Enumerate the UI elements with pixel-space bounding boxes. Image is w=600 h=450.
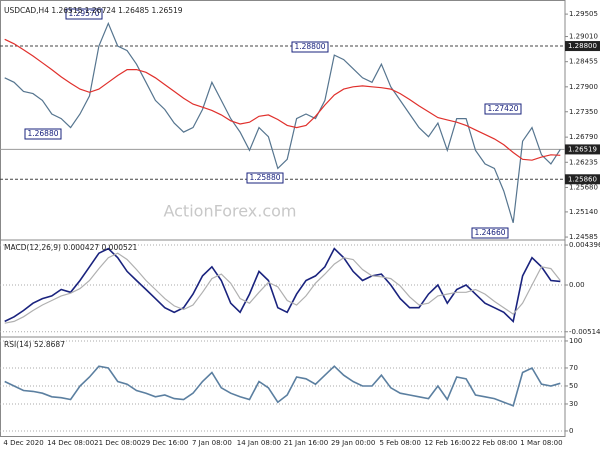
- y-tick-label: 1.29505: [569, 10, 598, 18]
- y-tick-label: 1.26790: [569, 133, 598, 141]
- level-box: [565, 41, 600, 52]
- series-line: [4, 252, 561, 324]
- x-tick-label: 5 Feb 08:00: [379, 439, 420, 447]
- level-label: 1.28800: [568, 42, 597, 50]
- watermark: ActionForex.com: [163, 202, 296, 221]
- annotation-box: [484, 103, 522, 115]
- x-tick-label: 22 Feb 08:00: [471, 439, 517, 447]
- annotation-label: 1.26880: [27, 129, 58, 138]
- annotation-label: 1.29570: [68, 9, 99, 18]
- y-tick-label: 0.00: [569, 281, 585, 289]
- annotation-box: [471, 227, 509, 239]
- annotation-box: [246, 172, 284, 184]
- series-line: [4, 21, 561, 223]
- x-tick-label: 21 Dec 08:00: [94, 439, 141, 447]
- x-tick-label: 29 Jan 00:00: [331, 439, 375, 447]
- y-tick-label: 1.28455: [569, 58, 598, 66]
- panel-title: RSI(14) 52.8687: [4, 340, 65, 349]
- annotation-label: 1.27420: [487, 104, 518, 113]
- x-tick-label: 14 Jan 08:00: [237, 439, 281, 447]
- level-box: [565, 144, 600, 155]
- x-tick-label: 29 Dec 16:00: [141, 439, 188, 447]
- level-box: [565, 174, 600, 185]
- x-tick-label: 12 Feb 16:00: [424, 439, 470, 447]
- y-tick-label: 30: [569, 400, 578, 408]
- annotation-box: [24, 128, 62, 140]
- x-tick-label: 1 Mar 08:00: [520, 439, 562, 447]
- panel-title: MACD(12,26,9) 0.000427 0.000521: [4, 243, 138, 252]
- series-line: [4, 365, 561, 407]
- annotation-label: 1.28800: [294, 42, 325, 51]
- annotation-label: 1.25880: [249, 173, 280, 182]
- y-tick-label: -0.005144: [569, 328, 600, 336]
- annotation-label: 1.24660: [474, 228, 505, 237]
- x-tick-label: 14 Dec 08:00: [47, 439, 94, 447]
- y-tick-label: 1.29010: [569, 33, 598, 41]
- y-tick-label: 1.25680: [569, 183, 598, 191]
- y-tick-label: 1.24585: [569, 233, 598, 241]
- y-tick-label: 1.27900: [569, 83, 598, 91]
- series-line: [4, 38, 561, 161]
- x-tick-label: 4 Dec 2020: [3, 439, 43, 447]
- y-tick-label: 0: [569, 427, 573, 435]
- y-tick-label: 1.26235: [569, 158, 598, 166]
- annotation-box: [291, 41, 329, 53]
- y-tick-label: 70: [569, 364, 578, 372]
- x-tick-label: 21 Jan 16:00: [284, 439, 328, 447]
- level-label: 1.25860: [568, 175, 597, 183]
- panel-title: USDCAD,H4 1.26515 1.26724 1.26485 1.2651…: [4, 6, 183, 15]
- y-tick-label: 100: [569, 337, 582, 345]
- y-tick-label: 0.004396: [569, 241, 600, 249]
- frame: [0, 0, 566, 437]
- y-tick-label: 1.25140: [569, 208, 598, 216]
- y-tick-label: 1.27350: [569, 108, 598, 116]
- x-tick-label: 7 Jan 08:00: [192, 439, 232, 447]
- level-label: 1.26519: [568, 145, 597, 153]
- y-tick-label: 50: [569, 382, 578, 390]
- annotation-box: [65, 8, 103, 20]
- series-line: [4, 247, 561, 323]
